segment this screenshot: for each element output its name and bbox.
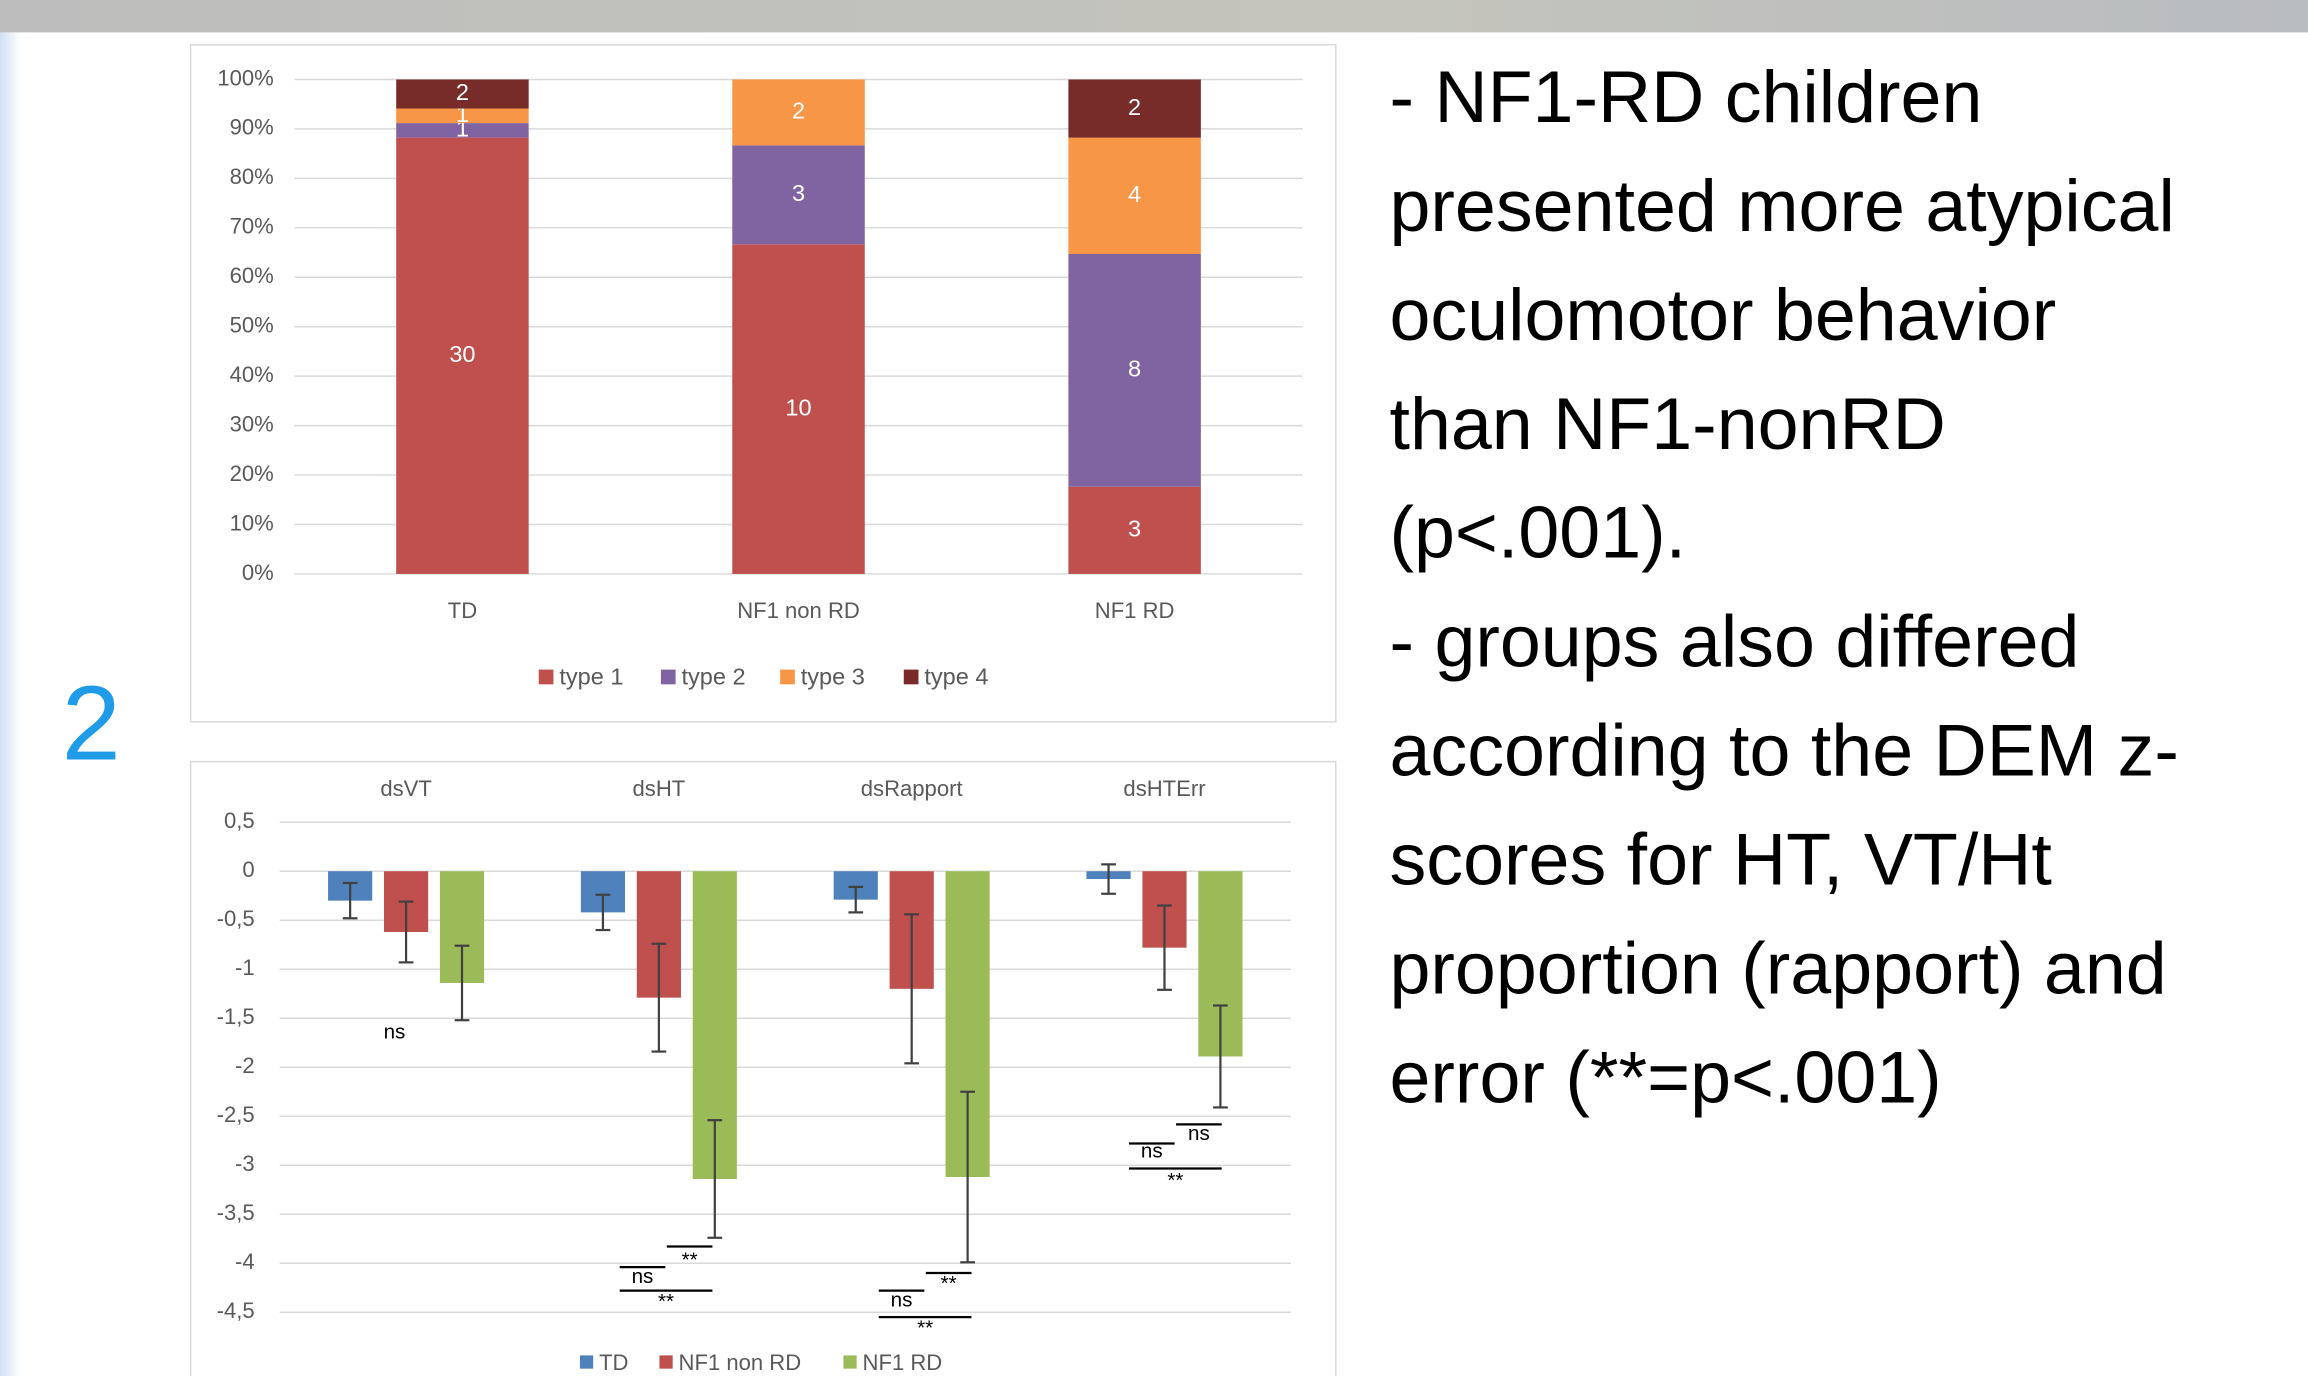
bar-segment <box>396 137 529 574</box>
bullet-line: - groups also differed <box>1390 600 2080 683</box>
legend-label: NF1 RD <box>863 1350 943 1375</box>
significance-label: ns <box>1141 1140 1163 1163</box>
significance-label: ** <box>682 1249 698 1272</box>
bullet-line: than NF1-nonRD <box>1390 382 1946 465</box>
y-tick-label: 30% <box>230 411 274 436</box>
legend-swatch <box>843 1355 857 1369</box>
x-tick-label: NF1 non RD <box>737 598 860 623</box>
bar-segment <box>396 108 529 124</box>
bullet-line: error (**=p<.001) <box>1390 1035 1942 1118</box>
value-label: 8 <box>1128 356 1141 382</box>
value-label: 3 <box>792 180 805 206</box>
y-tick-label: 50% <box>230 313 274 338</box>
bullet-line: (p<.001). <box>1390 491 1687 574</box>
legend-label: NF1 non RD <box>679 1350 802 1375</box>
bar-segment <box>1068 486 1201 574</box>
x-tick-label: TD <box>448 598 477 623</box>
y-tick-label: 0% <box>242 560 274 585</box>
y-tick-label: -1,5 <box>217 1004 255 1029</box>
value-label: 3 <box>1128 516 1141 542</box>
value-label: 10 <box>785 394 811 420</box>
y-tick-label: 90% <box>230 115 274 140</box>
bar-segment <box>732 244 865 574</box>
bar-segment <box>396 123 529 138</box>
legend-label: type 1 <box>559 664 623 690</box>
significance-label: ** <box>658 1290 674 1313</box>
category-label: dsRapport <box>861 776 963 801</box>
y-tick-label: 70% <box>230 214 274 239</box>
significance-label: ns <box>632 1265 654 1288</box>
y-tick-label: 60% <box>230 263 274 288</box>
significance-label: ns <box>891 1288 913 1311</box>
bullet-line: oculomotor behavior <box>1390 273 2057 356</box>
legend-swatch <box>659 1355 673 1369</box>
y-tick-label: -4 <box>235 1249 255 1274</box>
left-edge <box>0 32 21 1376</box>
bullet-line: scores for HT, VT/Ht <box>1390 817 2052 900</box>
bar-segment <box>1068 137 1201 254</box>
significance-label: ns <box>384 1021 406 1044</box>
value-label: 2 <box>1128 94 1141 120</box>
slide-number: 2 <box>62 664 121 782</box>
value-label: 2 <box>456 79 469 105</box>
y-tick-label: 20% <box>230 461 274 486</box>
legend-swatch <box>903 669 919 685</box>
bar-segment <box>732 79 865 146</box>
value-label: 4 <box>1128 181 1141 207</box>
y-tick-label: -3,5 <box>217 1200 255 1225</box>
bar-segment <box>396 79 529 109</box>
bar-segment <box>1068 253 1201 487</box>
y-tick-label: 0 <box>242 857 254 882</box>
legend-swatch <box>780 669 795 685</box>
legend-swatch <box>660 669 676 685</box>
y-tick-label: -3 <box>235 1151 255 1176</box>
y-tick-label: 0,5 <box>224 808 255 833</box>
value-label: 30 <box>449 341 475 367</box>
y-tick-label: 40% <box>230 362 274 387</box>
legend-label: TD <box>599 1350 628 1375</box>
y-tick-label: 10% <box>230 510 274 535</box>
bullet-line: proportion (rapport) and <box>1390 926 2167 1009</box>
top-band <box>0 0 2308 33</box>
y-tick-label: -4,5 <box>217 1298 255 1323</box>
bullet-line: - NF1-RD children <box>1390 55 1983 138</box>
y-tick-label: 100% <box>217 65 273 90</box>
y-tick-label: -1 <box>235 955 255 980</box>
category-label: dsHTErr <box>1123 776 1205 801</box>
bar-segment <box>1068 79 1201 138</box>
legend-swatch <box>538 669 554 685</box>
x-tick-label: NF1 RD <box>1095 598 1175 623</box>
legend-label: type 3 <box>801 664 865 690</box>
y-tick-label: -2,5 <box>217 1102 255 1127</box>
legend-swatch <box>579 1355 594 1369</box>
category-label: dsHT <box>633 776 686 801</box>
bullet-line: presented more atypical <box>1390 164 2175 247</box>
legend-label: type 2 <box>682 664 746 690</box>
category-label: dsVT <box>380 776 432 801</box>
significance-label: ** <box>1167 1169 1183 1192</box>
value-label: 2 <box>792 98 805 124</box>
significance-label: ** <box>917 1316 933 1339</box>
legend-label: type 4 <box>924 664 988 690</box>
bar-segment <box>732 145 865 245</box>
bullet-line: according to the DEM z- <box>1390 709 2179 792</box>
y-tick-label: -2 <box>235 1053 255 1078</box>
y-tick-label: 80% <box>230 164 274 189</box>
chart-panel <box>189 760 1337 1376</box>
significance-label: ** <box>941 1272 957 1295</box>
y-tick-label: -0,5 <box>217 906 255 931</box>
significance-label: ns <box>1188 1122 1210 1145</box>
